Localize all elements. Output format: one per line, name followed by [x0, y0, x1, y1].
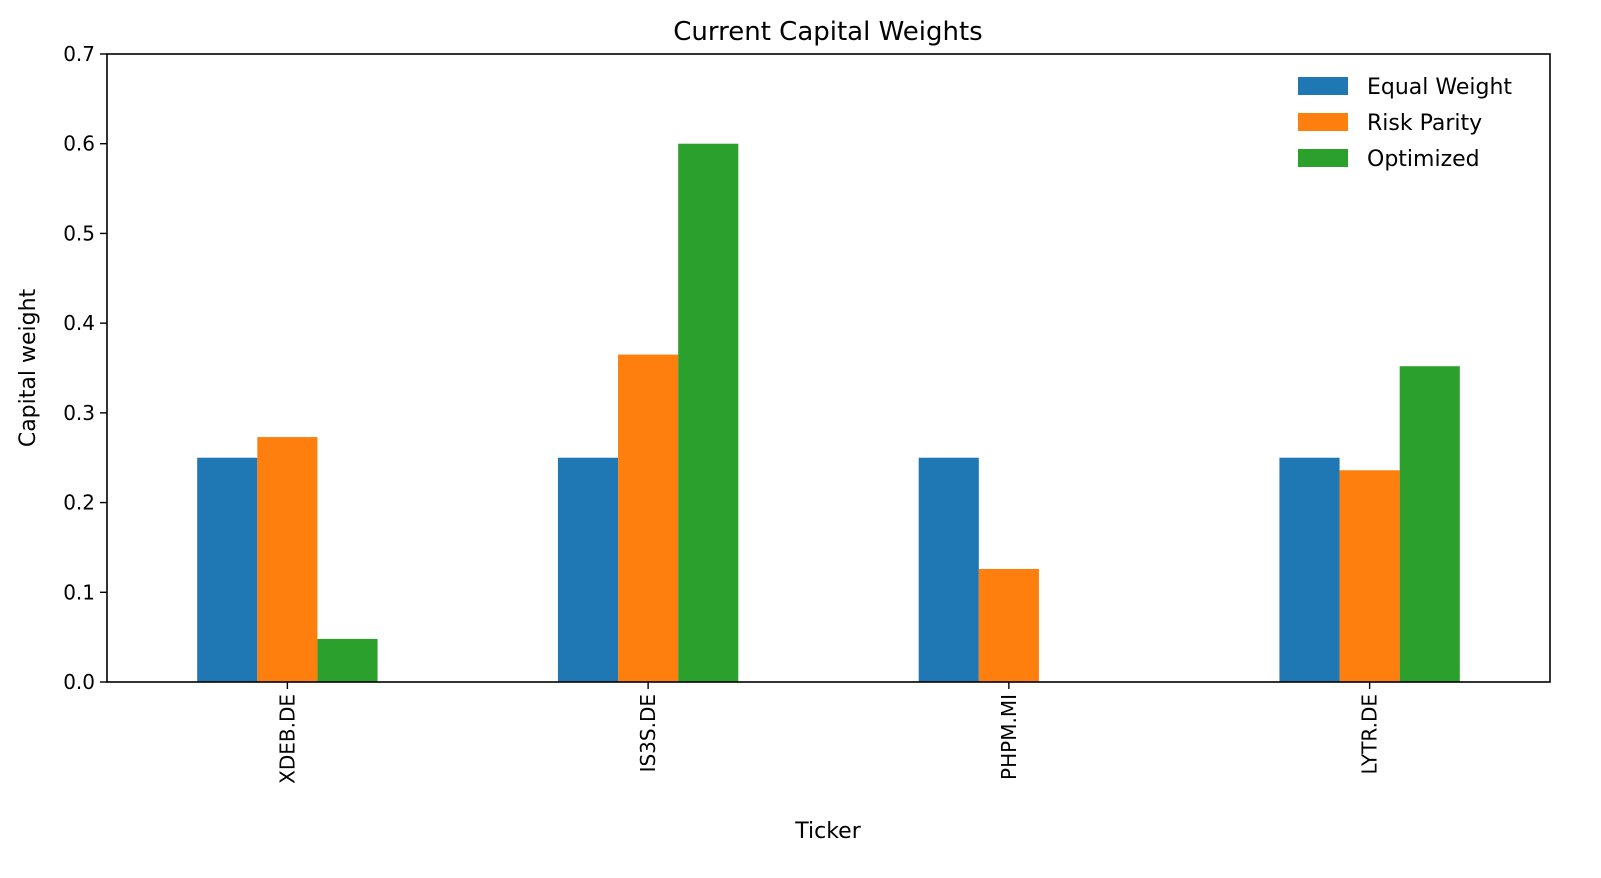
bar-equal-weight-xdeb-de	[197, 457, 258, 682]
x-axis-label: Ticker	[794, 819, 861, 844]
legend-label-equal-weight: Equal Weight	[1367, 75, 1512, 100]
y-tick-label: 0.6	[63, 132, 95, 156]
x-axis: XDEB.DE IS3S.DE PHPM.MI LYTR.DE	[275, 682, 1382, 784]
legend-swatch-risk-parity	[1298, 113, 1348, 131]
bar-optimized-lytr-de	[1399, 366, 1460, 682]
legend-swatch-equal-weight	[1298, 77, 1348, 95]
bar-risk-parity-phpm-mi	[978, 568, 1039, 682]
y-tick-label: 0.1	[63, 580, 95, 604]
y-tick-label: 0.5	[63, 221, 95, 245]
bar-optimized-xdeb-de	[317, 638, 378, 682]
bar-risk-parity-is3s-de	[618, 354, 679, 682]
x-tick-label: IS3S.DE	[636, 694, 660, 772]
y-axis: 0.0 0.1 0.2 0.3 0.4 0.5 0.6 0.7	[63, 42, 107, 694]
y-tick-label: 0.4	[63, 311, 95, 335]
bars-layer	[197, 143, 1460, 682]
plot-frame	[106, 53, 1551, 683]
bar-equal-weight-lytr-de	[1279, 457, 1340, 682]
bar-optimized-is3s-de	[678, 143, 739, 682]
bar-risk-parity-xdeb-de	[257, 437, 318, 682]
legend-label-optimized: Optimized	[1367, 147, 1480, 172]
x-tick-label: PHPM.MI	[997, 694, 1021, 780]
x-tick-label: XDEB.DE	[275, 694, 299, 784]
bar-equal-weight-is3s-de	[557, 457, 619, 682]
chart-title: Current Capital Weights	[673, 17, 982, 47]
legend: Equal Weight Risk Parity Optimized	[1298, 75, 1512, 172]
y-tick-label: 0.2	[63, 491, 95, 515]
legend-swatch-optimized	[1298, 149, 1348, 167]
bar-risk-parity-lytr-de	[1339, 470, 1400, 682]
y-tick-label: 0.0	[63, 670, 95, 694]
bar-equal-weight-phpm-mi	[918, 457, 979, 682]
y-tick-label: 0.3	[63, 401, 95, 425]
y-tick-label: 0.7	[63, 42, 95, 66]
legend-label-risk-parity: Risk Parity	[1367, 111, 1482, 136]
x-tick-label: LYTR.DE	[1358, 694, 1382, 775]
y-axis-label: Capital weight	[16, 288, 41, 447]
